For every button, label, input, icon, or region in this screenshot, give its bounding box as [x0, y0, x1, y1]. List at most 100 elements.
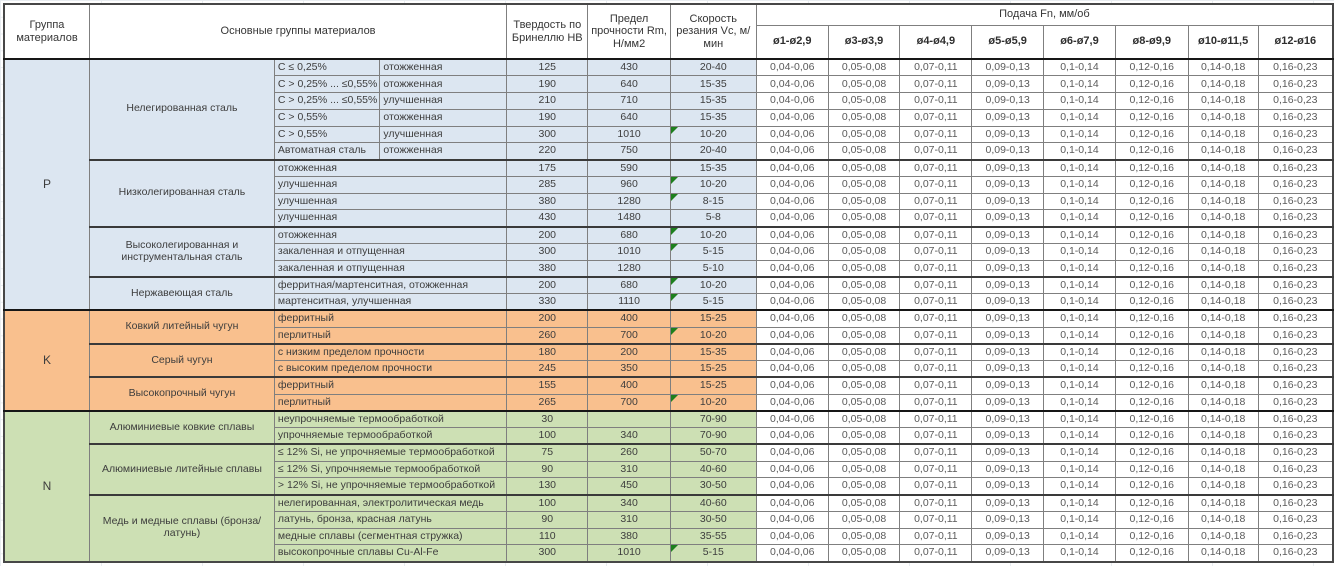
table-row: закаленная и отпущенная 380 1280 5-10 0,04-0… [4, 259, 1334, 278]
cutting-speed-cell: 40-60 [669, 460, 757, 479]
feed-cell: 0,16-0,23 [1257, 192, 1334, 211]
feed-cell: 0,07-0,11 [899, 477, 973, 495]
feed-cell: 0,1-0,14 [1043, 108, 1116, 127]
table-row: перлитный 260 700 10-20 0,04-0,06 0,05-0,08 0,… [4, 326, 1334, 345]
hardness-cell: 300 [506, 242, 589, 261]
error-indicator-icon [671, 294, 678, 301]
group-cell: K [3, 309, 90, 412]
feed-cell: 0,07-0,11 [899, 242, 973, 261]
cutting-speed-cell: 15-35 [669, 108, 757, 127]
feed-cell: 0,04-0,06 [755, 493, 829, 512]
family-cell: Нелегированная сталь [88, 58, 275, 160]
cutting-speed-cell: 15-35 [669, 342, 757, 361]
feed-cell: 0,05-0,08 [827, 427, 901, 445]
error-indicator-icon [671, 244, 678, 251]
hardness-cell: 265 [506, 393, 589, 412]
hardness-cell: 210 [506, 92, 589, 110]
feed-cell: 0,12-0,16 [1114, 309, 1189, 328]
table-row: закаленная и отпущенная 300 1010 5-15 0,04-0… [4, 242, 1334, 261]
strength-cell: 640 [587, 108, 671, 127]
family-cell: Алюминиевые ковкие сплавы [88, 409, 275, 445]
feed-cell: 0,1-0,14 [1043, 409, 1116, 428]
hardness-cell: 380 [506, 259, 589, 278]
hardness-cell: 200 [506, 275, 589, 294]
cutting-speed-cell: 50-70 [669, 443, 757, 462]
col-header-brinell-hardness: Твердость по Бринеллю HB [506, 3, 589, 60]
feed-cell: 0,1-0,14 [1043, 477, 1116, 495]
detail-cell: ≤ 12% Si, упрочняемые термообработкой [273, 460, 508, 479]
feed-cell: 0,12-0,16 [1114, 293, 1189, 311]
table-header: Группа материалов Основные группы матери… [3, 3, 1334, 60]
hardness-cell: 190 [506, 108, 589, 127]
detail-cell: мартенситная, улучшенная [273, 293, 508, 311]
strength-cell: 710 [587, 92, 671, 110]
feed-cell: 0,14-0,18 [1187, 209, 1259, 227]
feed-cell: 0,1-0,14 [1043, 92, 1116, 110]
col-header-diameter-range: ø3-ø3,9 [827, 24, 901, 60]
hardness-cell: 130 [506, 477, 589, 495]
feed-cell: 0,07-0,11 [899, 209, 973, 227]
feed-cell: 0,12-0,16 [1114, 427, 1189, 445]
feed-cell: 0,14-0,18 [1187, 225, 1259, 244]
col-header-diameter-range: ø8-ø9,9 [1114, 24, 1189, 60]
cutting-speed-cell: 15-35 [669, 75, 757, 93]
feed-cell: 0,12-0,16 [1114, 259, 1189, 278]
feed-cell: 0,1-0,14 [1043, 393, 1116, 412]
strength-cell: 1010 [587, 242, 671, 261]
hardness-cell: 260 [506, 326, 589, 345]
feed-cell: 0,05-0,08 [827, 58, 901, 77]
feed-cell: 0,14-0,18 [1187, 427, 1259, 445]
feed-cell: 0,09-0,13 [971, 142, 1045, 160]
detail-cell: улучшенная [273, 192, 508, 211]
feed-cell: 0,04-0,06 [755, 427, 829, 445]
strength-cell: 960 [587, 175, 671, 194]
strength-cell: 340 [587, 493, 671, 512]
detail-cell: латунь, бронза, красная латунь [273, 510, 508, 529]
feed-cell: 0,1-0,14 [1043, 376, 1116, 395]
strength-cell: 1110 [587, 293, 671, 311]
cutting-speed-cell: 40-60 [669, 493, 757, 512]
feed-cell: 0,14-0,18 [1187, 275, 1259, 294]
group-cell: P [3, 57, 90, 311]
feed-cell: 0,12-0,16 [1114, 360, 1189, 378]
col-header-feed: Подача Fn, мм/об [755, 3, 1334, 26]
feed-cell: 0,05-0,08 [827, 175, 901, 194]
feed-cell: 0,16-0,23 [1257, 142, 1334, 160]
detail-cell: C > 0,55% [273, 125, 381, 144]
cutting-speed-cell: 70-90 [669, 427, 757, 445]
detail-cell: закаленная и отпущенная [273, 242, 508, 261]
table-row: с высоким пределом прочности 245 350 15-25 0… [4, 360, 1334, 378]
feed-cell: 0,1-0,14 [1043, 460, 1116, 479]
feed-cell: 0,07-0,11 [899, 275, 973, 294]
hardness-cell: 100 [506, 493, 589, 512]
feed-cell: 0,14-0,18 [1187, 326, 1259, 345]
feed-cell: 0,1-0,14 [1043, 527, 1116, 546]
strength-cell: 430 [587, 58, 671, 77]
feed-cell: 0,12-0,16 [1114, 460, 1189, 479]
feed-cell: 0,07-0,11 [899, 376, 973, 395]
table-row: Медь и медные сплавы (бронза/латунь) неле… [4, 493, 1334, 562]
cutting-speed-cell: 8-15 [669, 192, 757, 211]
feed-cell: 0,05-0,08 [827, 510, 901, 529]
feed-cell: 0,05-0,08 [827, 527, 901, 546]
feed-cell: 0,05-0,08 [827, 142, 901, 160]
feed-cell: 0,04-0,06 [755, 158, 829, 177]
detail-cell: ферритная/мартенситная, отожженная [273, 275, 508, 294]
feed-cell: 0,04-0,06 [755, 175, 829, 194]
detail-cell: C > 0,25% ... ≤0,55% [273, 92, 381, 110]
hardness-cell: 180 [506, 342, 589, 361]
feed-cell: 0,07-0,11 [899, 293, 973, 311]
table-row: высокопрочные сплавы Cu-Al-Fe 300 1010 5-15… [4, 544, 1334, 562]
feed-cell: 0,16-0,23 [1257, 443, 1334, 462]
feed-cell: 0,05-0,08 [827, 493, 901, 512]
feed-cell: 0,16-0,23 [1257, 510, 1334, 529]
feed-cell: 0,05-0,08 [827, 342, 901, 361]
table-row: латунь, бронза, красная латунь 90 310 30-50… [4, 510, 1334, 529]
feed-cell: 0,04-0,06 [755, 75, 829, 93]
feed-cell: 0,05-0,08 [827, 108, 901, 127]
feed-cell: 0,09-0,13 [971, 75, 1045, 93]
feed-cell: 0,04-0,06 [755, 393, 829, 412]
hardness-cell: 245 [506, 360, 589, 378]
table-row: Серый чугун с низким пределом прочности 18… [4, 342, 1334, 378]
hardness-cell: 175 [506, 158, 589, 177]
